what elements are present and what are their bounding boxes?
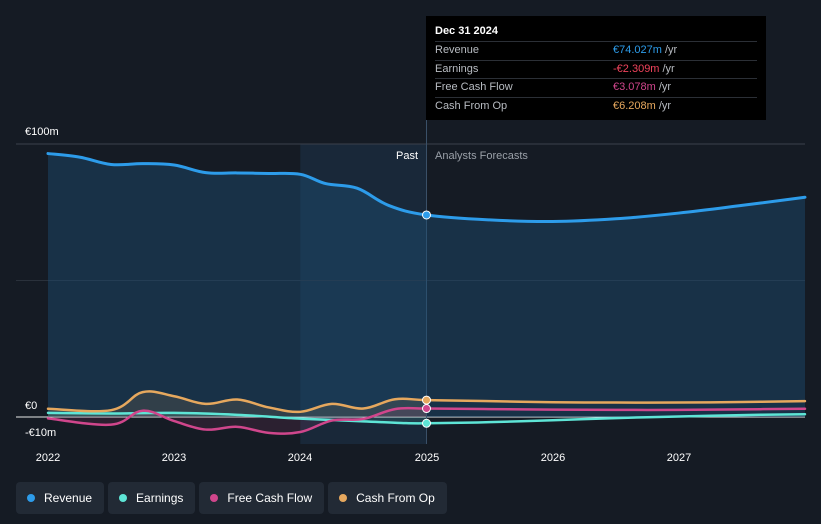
- legend-dot-icon: [210, 494, 219, 502]
- past-highlight-band: [300, 144, 427, 444]
- legend-label: Free Cash Flow: [227, 491, 313, 505]
- cash-from-op-marker: [422, 395, 431, 405]
- tooltip-value: €3.078m: [613, 81, 656, 93]
- revenue-line: [46, 152, 807, 224]
- free-cash-flow-line: [46, 406, 807, 435]
- legend-dot-icon: [27, 494, 35, 502]
- x-tick-2027: 2027: [666, 452, 692, 464]
- free-cash-flow-area: [48, 408, 427, 434]
- earnings-area: [48, 412, 427, 424]
- legend-label: Earnings: [136, 491, 184, 505]
- earnings-line: [46, 411, 807, 425]
- tooltip-label: Cash From Op: [435, 99, 508, 112]
- tooltip-unit: /yr: [662, 62, 675, 75]
- legend-item-free-cash-flow[interactable]: Free Cash Flow: [199, 482, 325, 514]
- x-tick-2025: 2025: [414, 452, 440, 464]
- past-label: Past: [396, 150, 419, 162]
- y-label-100m: €100m: [25, 126, 59, 138]
- tooltip-value: -€2.309m: [613, 62, 660, 75]
- revenue-marker: [422, 210, 431, 220]
- y-label-0: €0: [25, 400, 38, 412]
- tooltip-row-earnings: Earnings -€2.309m /yr: [435, 59, 757, 79]
- tooltip-row-revenue: Revenue €74.027m /yr: [435, 41, 757, 60]
- x-tick-2024: 2024: [287, 452, 313, 464]
- x-tick-2026: 2026: [540, 452, 566, 464]
- data-tooltip: Dec 31 2024 Revenue €74.027m /yr Earning…: [426, 16, 766, 120]
- legend-label: Cash From Op: [356, 491, 435, 505]
- tooltip-row-cash-from-op: Cash From Op €6.208m /yr: [435, 96, 757, 116]
- y-label-neg10m: -€10m: [25, 427, 57, 439]
- tooltip-value: €6.208m: [613, 99, 656, 112]
- x-tick-2022: 2022: [35, 452, 61, 464]
- tooltip-unit: /yr: [658, 81, 672, 93]
- legend-item-earnings[interactable]: Earnings: [108, 482, 196, 514]
- x-tick-2023: 2023: [161, 452, 187, 464]
- legend-label: Revenue: [44, 491, 93, 505]
- legend-dot-icon: [119, 494, 128, 502]
- tooltip-row-free-cash-flow: Free Cash Flow €3.078m /yr: [435, 78, 757, 97]
- tooltip-label: Revenue: [435, 44, 480, 56]
- legend-dot-icon: [339, 494, 348, 502]
- tooltip-unit: /yr: [658, 99, 672, 112]
- cash-from-op-line: [46, 390, 807, 414]
- tooltip-date: Dec 31 2024: [435, 25, 498, 37]
- tooltip-value: €74.027m: [613, 44, 662, 56]
- free-cash-flow-marker: [422, 404, 431, 414]
- earnings-marker: [422, 418, 431, 428]
- legend-item-revenue[interactable]: Revenue: [16, 482, 105, 514]
- legend-item-cash-from-op[interactable]: Cash From Op: [328, 482, 447, 514]
- tooltip-label: Earnings: [435, 62, 479, 75]
- chart-legend: Revenue Earnings Free Cash Flow Cash Fro…: [16, 482, 447, 514]
- forecast-label: Analysts Forecasts: [435, 150, 528, 162]
- tooltip-label: Free Cash Flow: [435, 81, 513, 93]
- tooltip-unit: /yr: [664, 44, 678, 56]
